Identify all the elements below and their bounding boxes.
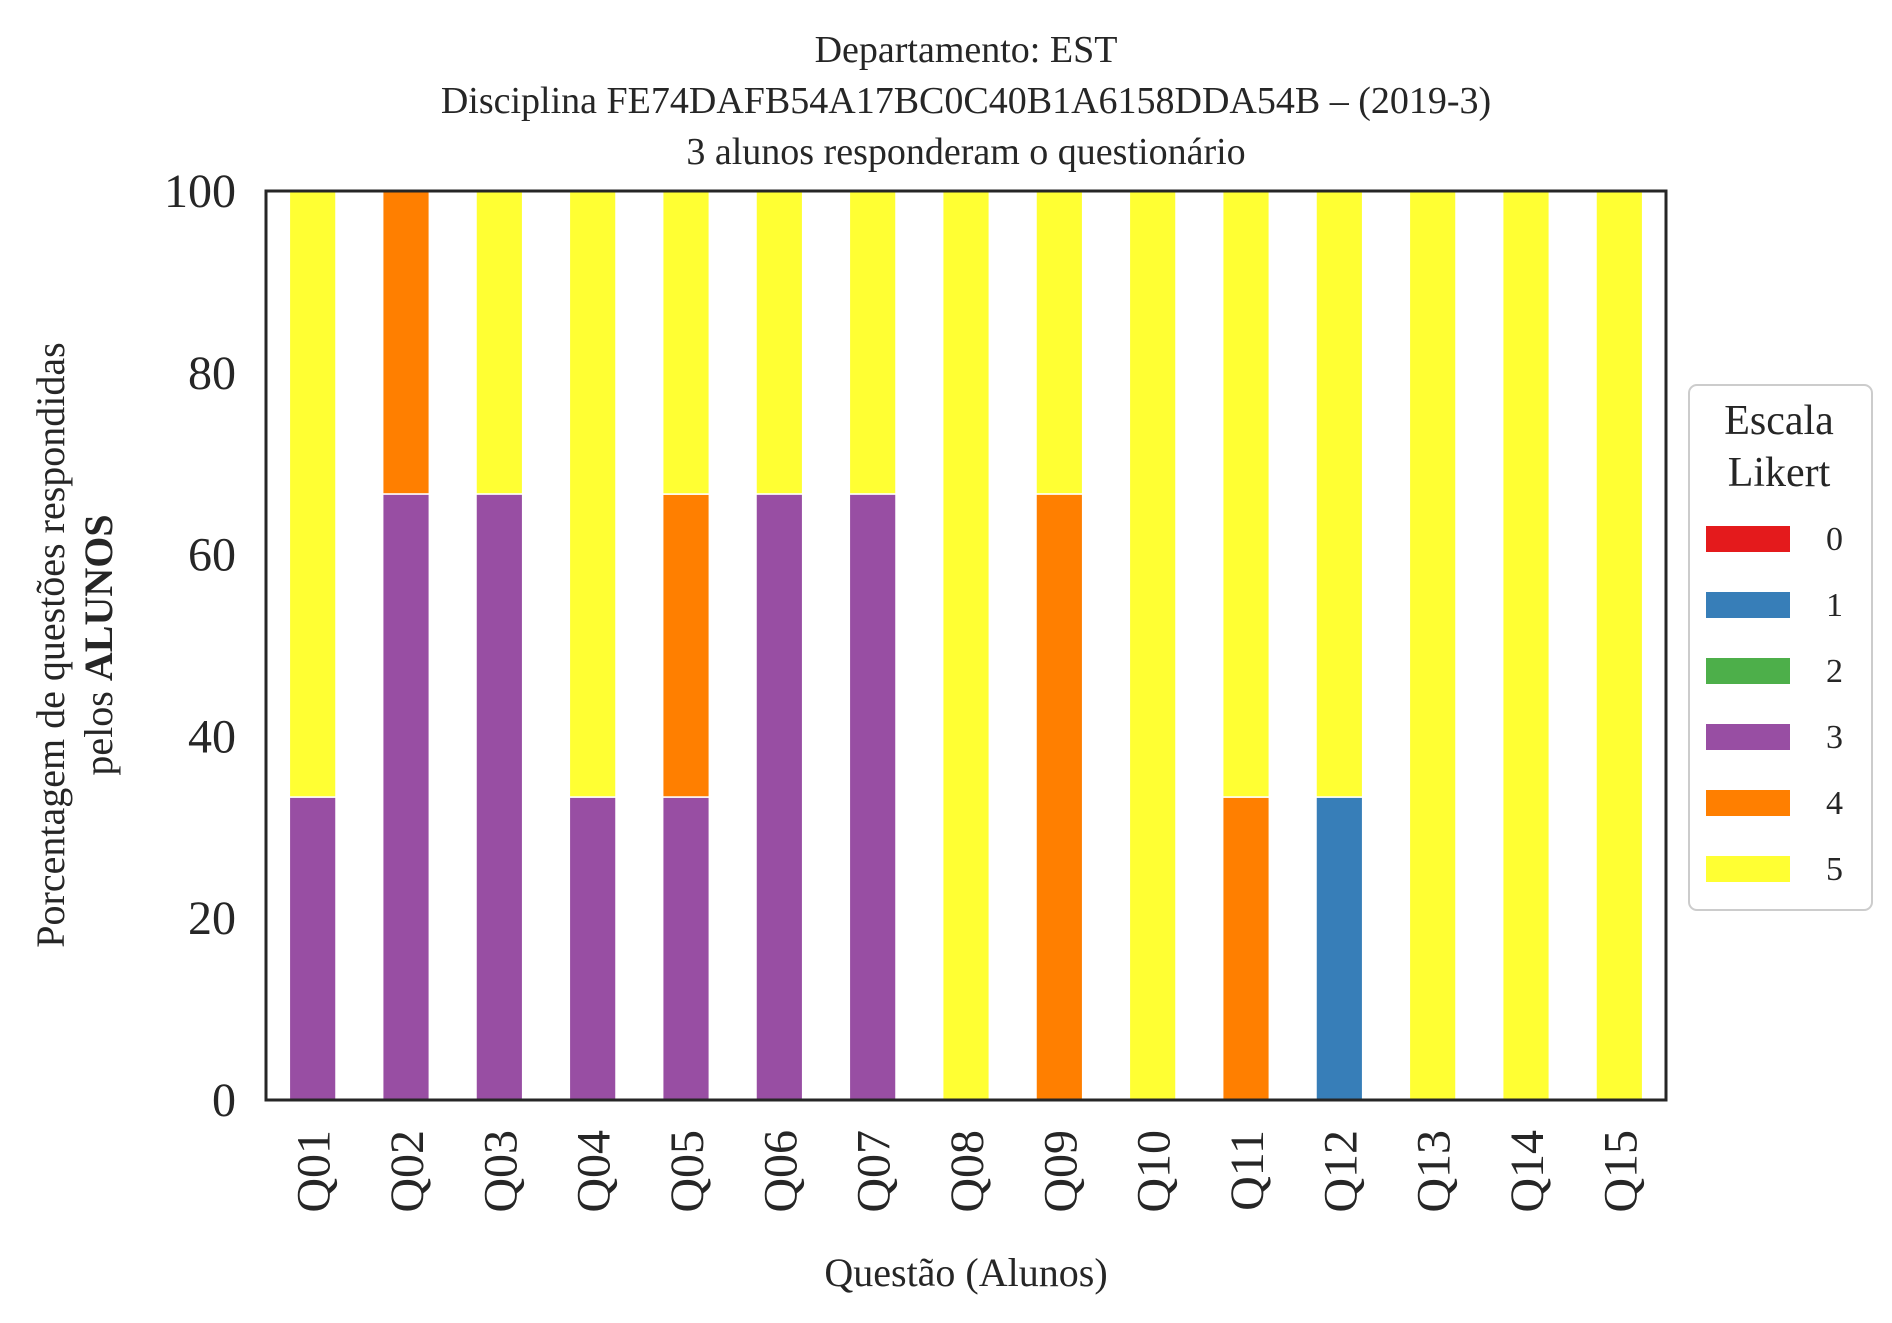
x-tick-label: Q08 <box>941 1130 994 1213</box>
x-tick-label: Q13 <box>1408 1130 1461 1213</box>
legend-swatch-3 <box>1706 724 1790 750</box>
legend-label-1: 1 <box>1826 587 1843 624</box>
bar-Q03-level-3 <box>475 493 524 1101</box>
bar-Q15-level-5 <box>1595 190 1644 1101</box>
bar-Q07-level-5 <box>848 190 897 495</box>
bar-Q12-level-5 <box>1315 190 1364 798</box>
legend-swatch-0 <box>1706 526 1790 552</box>
x-axis-label: Questão (Alunos) <box>824 1250 1107 1295</box>
x-tick-label: Q12 <box>1314 1130 1367 1213</box>
bar-Q11-level-5 <box>1221 190 1271 798</box>
bar-Q07-level-3 <box>848 493 897 1101</box>
legend-swatch-5 <box>1706 856 1790 882</box>
legend-title-line-2: Likert <box>1728 450 1831 496</box>
title-line-2: Disciplina FE74DAFB54A17BC0C40B1A6158DDA… <box>441 80 1491 122</box>
legend-label-4: 4 <box>1826 785 1843 822</box>
bar-Q06-level-3 <box>755 493 804 1101</box>
title-line-3: 3 alunos responderam o questionário <box>686 131 1245 173</box>
bar-Q11-level-4 <box>1221 796 1271 1101</box>
y-tick-label: 40 <box>188 710 236 763</box>
x-tick-label: Q11 <box>1221 1130 1274 1211</box>
legend: Escala Likert 0 1 2 3 4 5 <box>1688 384 1873 911</box>
y-axis-label: Porcentagem de questões respondidas <box>28 342 73 947</box>
plot-frame <box>264 189 1668 1102</box>
y-tick-label: 100 <box>164 165 236 218</box>
bar-Q08-level-5 <box>941 190 991 1101</box>
y-axis-label-line-2: pelos ALUNOS <box>76 514 121 775</box>
y-axis-ticks: 0 20 40 60 80 100 <box>164 165 236 1127</box>
y-tick-label: 60 <box>188 529 236 582</box>
y-axis-label-prefix: pelos <box>76 681 121 775</box>
bar-Q10-level-5 <box>1128 190 1177 1101</box>
bar-Q09-level-5 <box>1035 190 1084 495</box>
legend-label-3: 3 <box>1826 719 1843 756</box>
legend-label-2: 2 <box>1826 653 1843 690</box>
legend-title-line-1: Escala <box>1724 398 1834 444</box>
legend-label-0: 0 <box>1826 521 1843 558</box>
legend-items: 0 1 2 3 4 5 <box>1706 521 1843 888</box>
bar-Q06-level-5 <box>755 190 804 495</box>
bar-Q05-level-3 <box>661 796 711 1101</box>
x-tick-label: Q03 <box>474 1130 527 1213</box>
y-tick-label: 0 <box>212 1074 236 1127</box>
legend-swatch-1 <box>1706 592 1790 618</box>
y-axis-label-bold: ALUNOS <box>76 514 121 681</box>
bar-Q12-level-1 <box>1315 796 1364 1101</box>
legend-frame <box>1688 384 1873 911</box>
x-tick-label: Q01 <box>288 1130 341 1213</box>
x-tick-label: Q10 <box>1128 1130 1181 1213</box>
bar-Q05-level-4 <box>661 493 711 798</box>
bar-Q14-level-5 <box>1501 190 1551 1101</box>
bar-Q02-level-4 <box>381 190 431 495</box>
bar-Q04-level-5 <box>568 190 617 798</box>
y-tick-label: 80 <box>188 347 236 400</box>
bar-Q05-level-5 <box>661 190 711 495</box>
bar-Q13-level-5 <box>1408 190 1457 1101</box>
bar-Q04-level-3 <box>568 796 617 1101</box>
title-line-1: Departamento: EST <box>815 29 1118 71</box>
bar-Q03-level-5 <box>475 190 524 495</box>
x-tick-label: Q04 <box>568 1130 621 1213</box>
x-tick-label: Q15 <box>1594 1130 1647 1213</box>
bar-Q01-level-3 <box>288 796 337 1101</box>
bar-Q02-level-3 <box>381 493 431 1101</box>
chart-title: Departamento: EST Disciplina FE74DAFB54A… <box>441 29 1491 173</box>
legend-swatch-2 <box>1706 658 1790 684</box>
legend-label-5: 5 <box>1826 851 1843 888</box>
legend-swatch-4 <box>1706 790 1790 816</box>
x-tick-label: Q09 <box>1034 1130 1087 1213</box>
x-axis-ticks: Q01 Q02 Q03 Q04 Q05 Q06 Q07 Q08 Q09 Q10 Q11 Q12 Q13 Q… <box>288 1130 1648 1213</box>
bar-Q01-level-5 <box>288 190 337 798</box>
x-tick-label: Q02 <box>381 1130 434 1213</box>
x-tick-label: Q14 <box>1501 1130 1554 1213</box>
bars-group <box>288 190 1644 1101</box>
x-tick-label: Q05 <box>661 1130 714 1213</box>
bar-Q09-level-4 <box>1035 493 1084 1101</box>
x-tick-label: Q06 <box>754 1130 807 1213</box>
x-tick-label: Q07 <box>848 1130 901 1213</box>
y-tick-label: 20 <box>188 892 236 945</box>
